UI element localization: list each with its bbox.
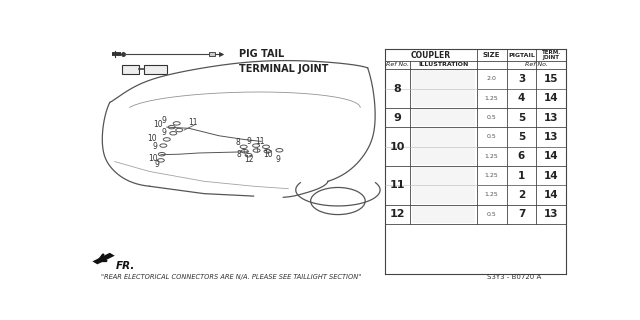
Text: 11: 11 xyxy=(255,137,264,146)
Text: 13: 13 xyxy=(544,113,559,123)
Text: "REAR ELECTORICAL CONNECTORS ARE N/A. PLEASE SEE TAILLIGHT SECTION": "REAR ELECTORICAL CONNECTORS ARE N/A. PL… xyxy=(101,274,362,280)
Text: 7: 7 xyxy=(518,209,525,219)
Text: 1.25: 1.25 xyxy=(485,96,499,101)
Bar xyxy=(412,70,475,107)
Text: S3Y3 - B0720 A: S3Y3 - B0720 A xyxy=(487,274,541,280)
Text: 9: 9 xyxy=(276,155,281,164)
Text: 15: 15 xyxy=(544,74,559,84)
Text: 5: 5 xyxy=(518,132,525,142)
Text: 8: 8 xyxy=(236,150,241,159)
Text: 6: 6 xyxy=(518,151,525,161)
Text: TERMINAL JOINT: TERMINAL JOINT xyxy=(239,64,328,74)
Text: 1.25: 1.25 xyxy=(485,173,499,178)
Text: 1.25: 1.25 xyxy=(485,192,499,197)
Bar xyxy=(412,167,475,204)
Text: 10: 10 xyxy=(147,134,157,143)
Bar xyxy=(122,65,139,74)
Text: 10: 10 xyxy=(153,120,163,129)
Text: 10: 10 xyxy=(264,150,273,159)
Polygon shape xyxy=(92,253,115,264)
Bar xyxy=(412,109,475,126)
Text: 13: 13 xyxy=(544,209,559,219)
Text: 0.5: 0.5 xyxy=(487,212,497,217)
Text: 8: 8 xyxy=(236,138,240,147)
Text: 9: 9 xyxy=(162,128,167,137)
Text: 12: 12 xyxy=(390,209,405,219)
Text: 0.5: 0.5 xyxy=(487,134,497,140)
Text: 11: 11 xyxy=(390,180,405,190)
Text: 12: 12 xyxy=(244,155,254,164)
Text: 2: 2 xyxy=(518,190,525,200)
Text: 5: 5 xyxy=(518,113,525,123)
Bar xyxy=(209,52,215,56)
Text: SIZE: SIZE xyxy=(483,52,500,58)
Text: PIG TAIL: PIG TAIL xyxy=(239,49,284,60)
Text: 14: 14 xyxy=(544,190,559,200)
Text: 8: 8 xyxy=(394,84,401,93)
Bar xyxy=(412,128,475,165)
Text: Ref No.: Ref No. xyxy=(386,62,409,68)
Text: 1.25: 1.25 xyxy=(485,154,499,159)
Text: 1: 1 xyxy=(518,171,525,180)
Text: Ref No.: Ref No. xyxy=(525,62,548,68)
Text: FR.: FR. xyxy=(116,261,136,271)
Text: 10: 10 xyxy=(390,141,405,152)
Text: 9: 9 xyxy=(246,137,251,146)
Text: PIGTAIL: PIGTAIL xyxy=(508,52,535,58)
Text: 0.5: 0.5 xyxy=(487,115,497,120)
Text: 13: 13 xyxy=(544,132,559,142)
Text: 9: 9 xyxy=(154,160,159,169)
Bar xyxy=(412,205,475,223)
Text: 14: 14 xyxy=(544,93,559,103)
Text: 4: 4 xyxy=(518,93,525,103)
Text: 3: 3 xyxy=(518,74,525,84)
Text: ILLUSTRATION: ILLUSTRATION xyxy=(418,62,468,68)
Text: 9: 9 xyxy=(394,113,401,123)
Text: 14: 14 xyxy=(544,151,559,161)
Text: 9: 9 xyxy=(162,116,167,125)
Text: 14: 14 xyxy=(544,171,559,180)
Text: 9: 9 xyxy=(153,141,158,151)
Text: TERM.
JOINT: TERM. JOINT xyxy=(541,50,561,60)
Text: 10: 10 xyxy=(148,154,158,163)
Text: 2.0: 2.0 xyxy=(487,76,497,81)
Bar xyxy=(143,65,167,74)
Text: COUPLER: COUPLER xyxy=(411,51,451,60)
Text: 11: 11 xyxy=(188,118,198,127)
